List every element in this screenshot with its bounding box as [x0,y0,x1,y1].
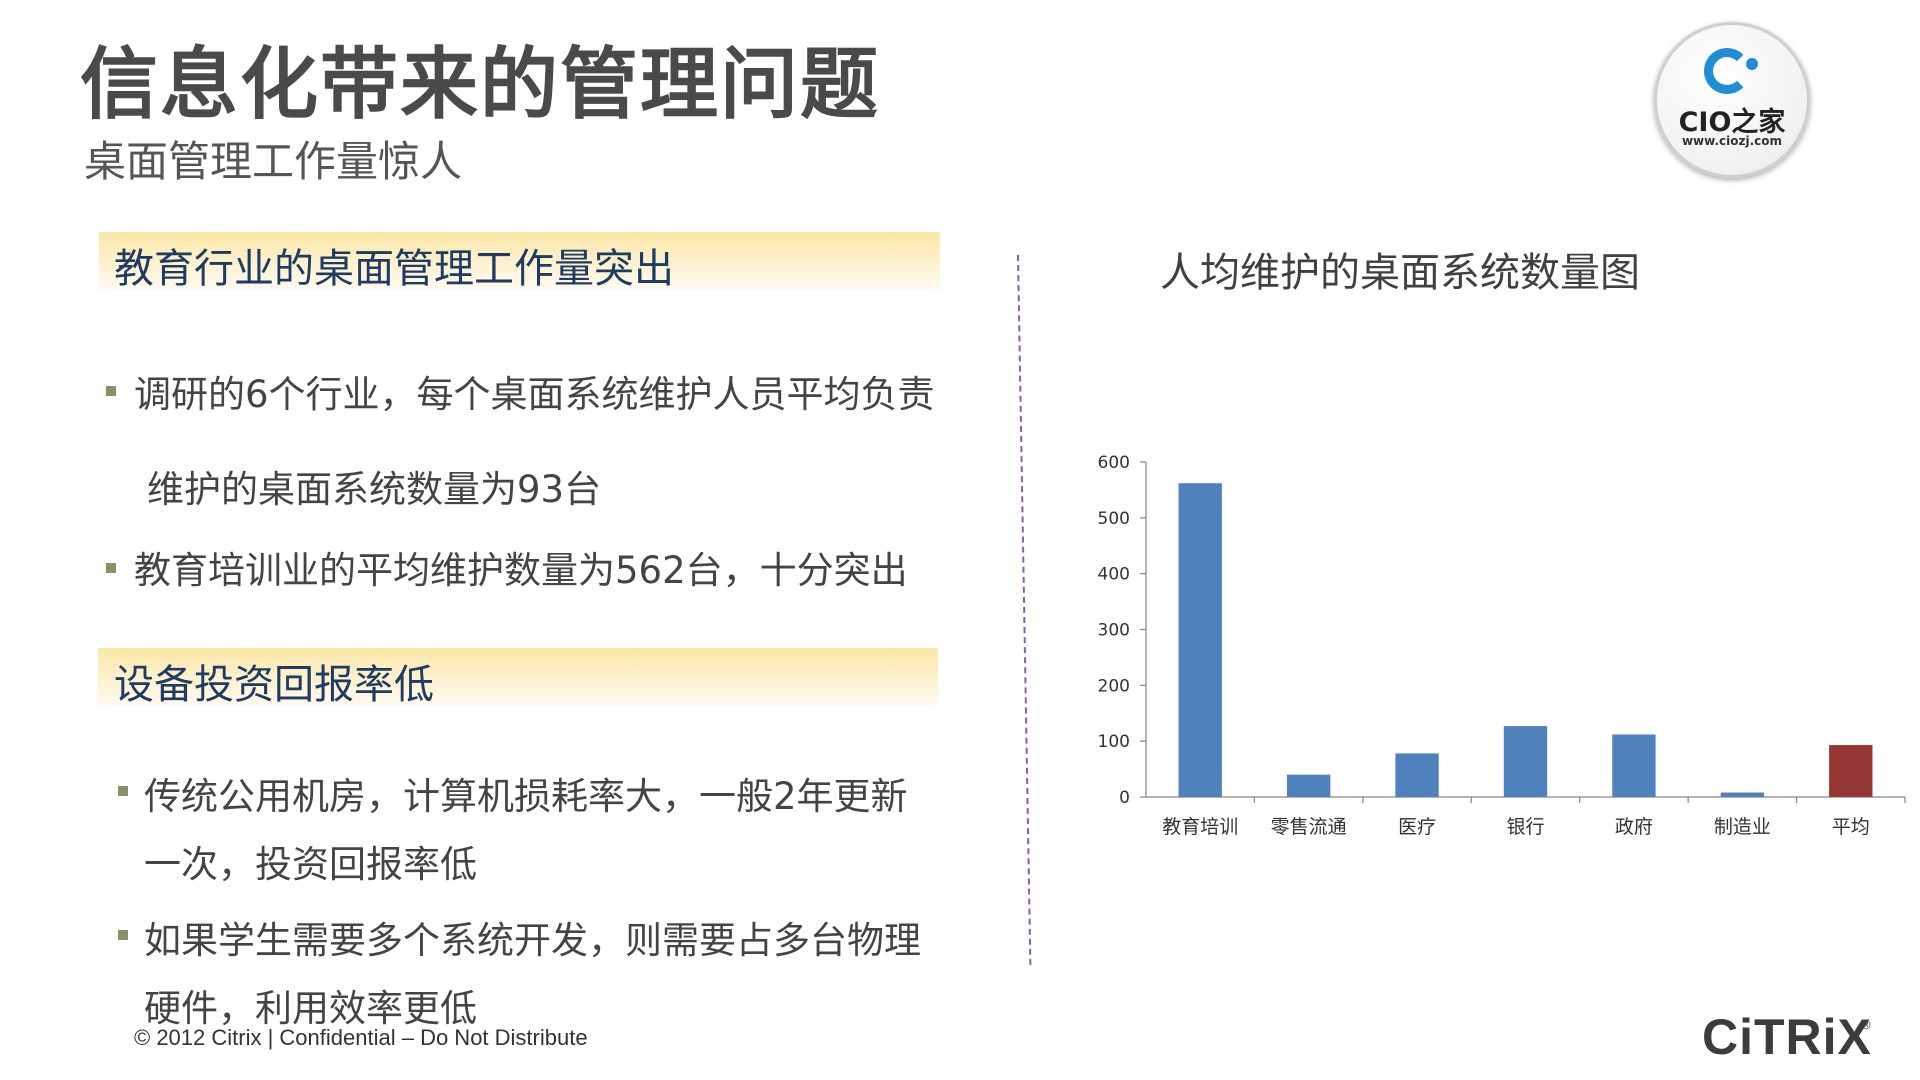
y-tick-label: 0 [1119,788,1130,808]
footer-copyright: © 2012 Citrix | Confidential – Do Not Di… [134,1025,588,1050]
section1-heading-band [99,232,940,290]
slide-subtitle: 桌面管理工作量惊人 [84,137,463,186]
x-tick-label: 教育培训 [1162,816,1238,838]
cio-dot-icon [1746,58,1758,70]
chart-title: 人均维护的桌面系统数量图 [1160,250,1640,296]
bar-政府 [1612,734,1656,797]
bar-医疗 [1395,753,1439,797]
cio-logo-url: www.ciozj.com [1681,134,1783,148]
section2-heading-band [98,648,938,706]
y-tick-label: 400 [1098,565,1130,585]
section1-heading: 教育行业的桌面管理工作量突出 [114,246,674,292]
x-tick-label: 零售流通 [1271,816,1347,838]
section2-bullet-1: 传统公用机房，计算机损耗率大，一般2年更新 [144,775,908,818]
section2-bullet-1-cont: 一次，投资回报率低 [144,843,477,886]
y-tick-label: 600 [1098,453,1130,473]
section1-bullet-1: 调研的6个行业，每个桌面系统维护人员平均负责 [134,373,935,416]
section1-bullet-2: 教育培训业的平均维护数量为562台，十分突出 [134,549,908,592]
section2-bullet-2-cont: 硬件，利用效率更低 [144,987,477,1030]
bar-制造业 [1720,792,1765,797]
bar-银行 [1503,726,1548,797]
bullet-marker [106,386,116,396]
bar-平均 [1829,745,1873,797]
y-tick-label: 100 [1098,732,1130,752]
y-tick-label: 200 [1098,676,1130,696]
bullet-marker [118,786,128,796]
x-tick-label: 银行 [1506,816,1544,838]
section2-heading: 设备投资回报率低 [114,662,434,708]
bar-教育培训 [1178,483,1222,797]
bar-零售流通 [1286,774,1331,797]
cio-logo: CIO之家 www.ciozj.com [1654,22,1810,178]
bullet-marker [118,930,128,940]
bar-chart: 0 100 200 300 400 500 600 教育培训 零售流通 医疗 银行 政府 制造业 平均 [1098,453,1906,838]
x-tick-label: 平均 [1832,816,1870,838]
section1-bullet-1-cont: 维护的桌面系统数量为93台 [147,468,602,511]
cio-c-icon [1704,48,1750,94]
section2-bullet-2: 如果学生需要多个系统开发，则需要占多台物理 [144,919,921,962]
slide-title: 信息化带来的管理问题 [80,40,881,130]
x-tick-label: 政府 [1615,816,1653,838]
citrix-logo: CiTRiX [1702,1009,1872,1065]
x-tick-label: 制造业 [1714,816,1771,838]
x-tick-label: 医疗 [1398,816,1436,838]
y-tick-label: 500 [1098,509,1130,529]
y-tick-label: 300 [1098,621,1130,641]
bullet-marker [106,563,116,573]
citrix-registered-mark: ® [1860,1018,1872,1032]
dashed-divider [1017,254,1032,965]
cio-logo-text: CIO之家 [1678,107,1786,138]
